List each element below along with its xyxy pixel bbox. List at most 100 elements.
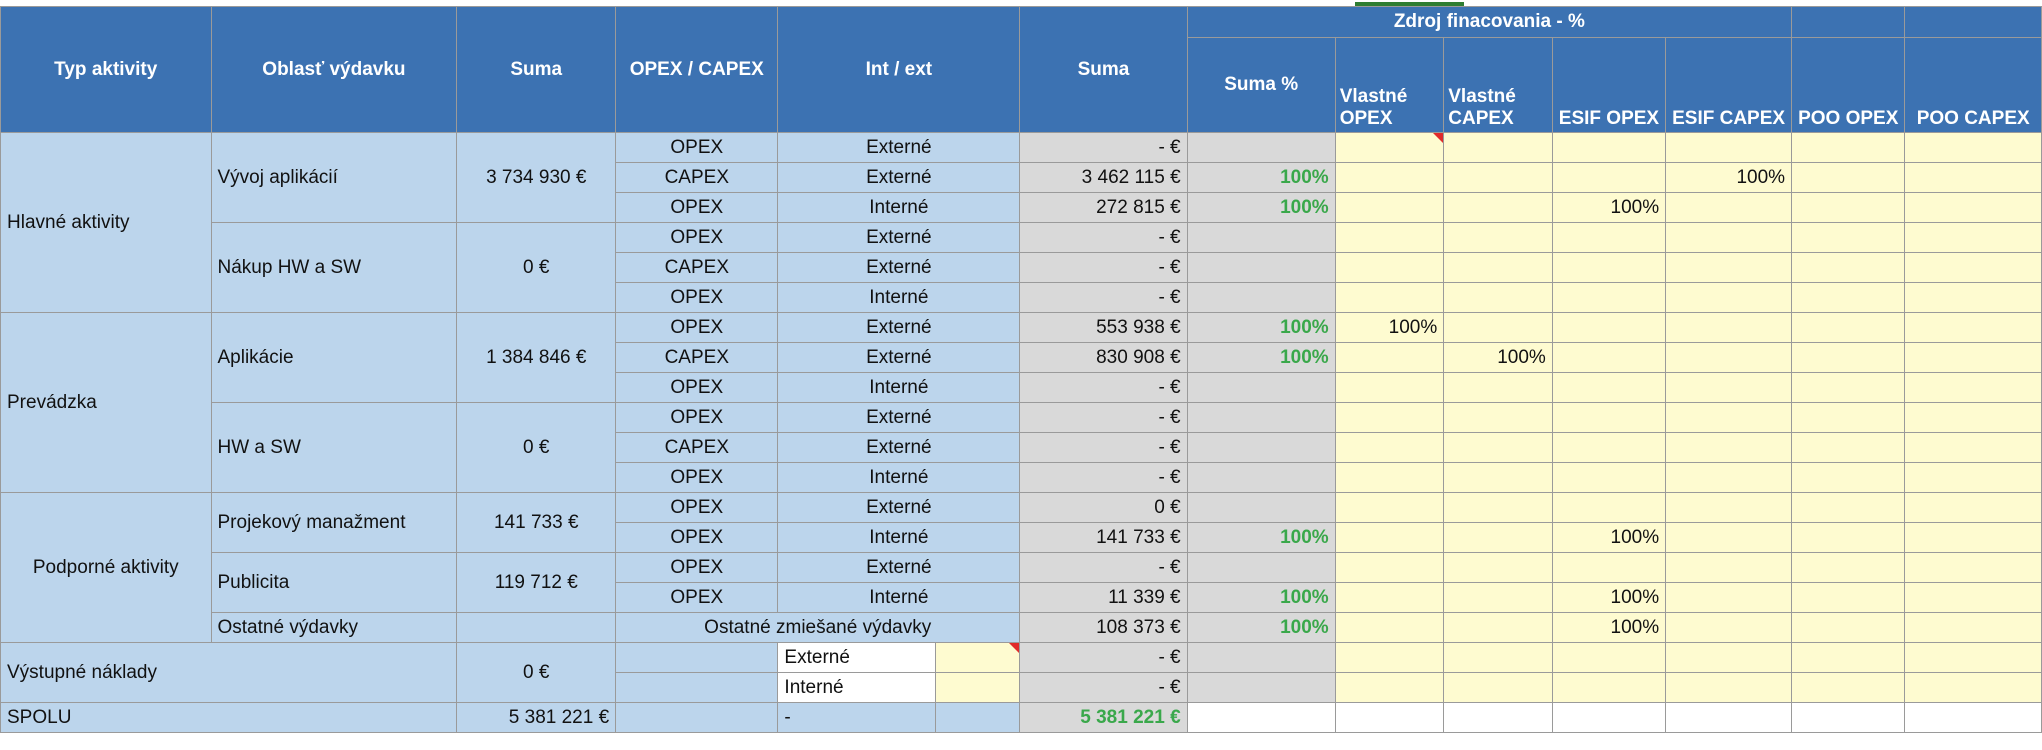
cell-int-ext[interactable]: Externé xyxy=(777,222,1021,253)
cell-suma-pct[interactable] xyxy=(1186,642,1336,673)
cell-esif-capex[interactable] xyxy=(1665,612,1793,643)
cell-poo-opex[interactable] xyxy=(1791,372,1906,403)
area-nakup-suma[interactable]: 0 € xyxy=(456,222,617,313)
cell-vlastne-opex[interactable] xyxy=(1334,642,1445,673)
cell-suma[interactable]: 553 938 € xyxy=(1019,312,1188,343)
cell-suma[interactable]: - € xyxy=(1019,402,1188,433)
cell-esif-opex[interactable] xyxy=(1551,372,1667,403)
cell-poo-opex[interactable] xyxy=(1791,342,1906,373)
cell-suma-pct[interactable] xyxy=(1186,552,1336,583)
cell-int-ext[interactable]: Externé xyxy=(777,552,1021,583)
cell-suma[interactable]: 141 733 € xyxy=(1019,522,1188,553)
cell-esif-capex[interactable] xyxy=(1665,342,1793,373)
cell-poo-capex[interactable] xyxy=(1904,672,2042,703)
cell-vlastne-opex[interactable] xyxy=(1334,372,1445,403)
cell-int-ext[interactable]: Externé xyxy=(777,252,1021,283)
cell-suma-pct[interactable] xyxy=(1186,402,1336,433)
header-suma-pct[interactable]: Suma % xyxy=(1186,37,1336,133)
cell-suma-pct[interactable]: 100% xyxy=(1186,192,1336,223)
cell-poo-opex[interactable] xyxy=(1791,492,1906,523)
cell-vlastne-capex[interactable] xyxy=(1443,282,1553,313)
cell-vlastne-opex[interactable] xyxy=(1334,192,1445,223)
cell-poo-opex[interactable] xyxy=(1791,192,1906,223)
cell-vlastne-opex[interactable] xyxy=(1334,612,1445,643)
cell-esif-capex[interactable] xyxy=(1665,132,1793,163)
cell-suma-pct[interactable]: 100% xyxy=(1186,342,1336,373)
cell-poo-capex[interactable] xyxy=(1904,312,2042,343)
header-vlastne-opex[interactable]: Vlastné OPEX xyxy=(1334,37,1445,133)
cell-vlastne-capex[interactable] xyxy=(1443,252,1553,283)
area-publicita[interactable]: Publicita xyxy=(210,552,458,613)
cell-vlastne-opex[interactable] xyxy=(1334,252,1445,283)
cell-opex-capex[interactable] xyxy=(615,672,779,703)
group-hlavne-aktivity[interactable]: Hlavné aktivity xyxy=(0,132,212,313)
header-suma[interactable]: Suma xyxy=(456,6,617,133)
cell-int-ext[interactable]: Interné xyxy=(777,672,936,703)
cell-vlastne-capex[interactable] xyxy=(1443,672,1553,703)
cell-suma[interactable]: 3 462 115 € xyxy=(1019,162,1188,193)
cell-esif-capex[interactable] xyxy=(1665,222,1793,253)
header-esif-capex[interactable]: ESIF CAPEX xyxy=(1665,37,1793,133)
cell-poo-capex[interactable] xyxy=(1904,222,2042,253)
cell-poo-opex[interactable] xyxy=(1791,162,1906,193)
cell-esif-opex[interactable] xyxy=(1551,462,1667,493)
cell-vlastne-opex[interactable] xyxy=(1334,672,1445,703)
cell-esif-capex[interactable] xyxy=(1665,462,1793,493)
cell-int-ext[interactable]: Externé xyxy=(777,642,936,673)
cell-vlastne-capex[interactable] xyxy=(1443,582,1553,613)
cell-vlastne-capex[interactable] xyxy=(1443,432,1553,463)
area-projektovy-manazment[interactable]: Projekový manažment xyxy=(210,492,458,553)
cell-vlastne-opex[interactable] xyxy=(1334,342,1445,373)
cell-poo-capex[interactable] xyxy=(1904,402,2042,433)
cell-opex-capex[interactable]: OPEX xyxy=(615,522,779,553)
cell-int-ext[interactable]: Interné xyxy=(777,582,1021,613)
area-ostatne-vydavky[interactable]: Ostatné výdavky xyxy=(210,612,458,643)
area-ostatne-suma[interactable] xyxy=(456,612,617,643)
cell-vlastne-opex[interactable] xyxy=(1334,282,1445,313)
cell-opex-capex[interactable]: OPEX xyxy=(615,582,779,613)
cell-esif-capex[interactable] xyxy=(1665,372,1793,403)
cell-poo-opex[interactable] xyxy=(1791,432,1906,463)
cell-suma-pct[interactable] xyxy=(1186,252,1336,283)
cell-int-ext-extra[interactable] xyxy=(934,642,1021,673)
spolu-poo-capex[interactable] xyxy=(1904,702,2042,733)
cell-suma-pct[interactable] xyxy=(1186,462,1336,493)
cell-vlastne-opex[interactable] xyxy=(1334,402,1445,433)
cell-int-ext[interactable]: Externé xyxy=(777,342,1021,373)
cell-suma[interactable]: 0 € xyxy=(1019,492,1188,523)
cell-opex-capex[interactable]: OPEX xyxy=(615,312,779,343)
header-zdroj-financovania[interactable]: Zdroj finacovania - % xyxy=(1186,6,1793,38)
header-poo-capex[interactable]: POO CAPEX xyxy=(1904,37,2042,133)
cell-int-ext[interactable]: Interné xyxy=(777,372,1021,403)
cell-vlastne-opex[interactable] xyxy=(1334,432,1445,463)
cell-poo-capex[interactable] xyxy=(1904,462,2042,493)
cell-vlastne-opex[interactable]: 100% xyxy=(1334,312,1445,343)
cell-opex-capex[interactable]: OPEX xyxy=(615,552,779,583)
cell-esif-capex[interactable] xyxy=(1665,192,1793,223)
cell-vlastne-capex[interactable] xyxy=(1443,522,1553,553)
spolu-int-ext-extra[interactable] xyxy=(934,702,1021,733)
group-podporne-aktivity[interactable]: Podporné aktivity xyxy=(0,492,212,643)
cell-suma[interactable]: - € xyxy=(1019,432,1188,463)
cell-esif-capex[interactable] xyxy=(1665,432,1793,463)
cell-poo-opex[interactable] xyxy=(1791,552,1906,583)
cell-esif-opex[interactable] xyxy=(1551,342,1667,373)
cell-poo-opex[interactable] xyxy=(1791,582,1906,613)
spolu-suma-pct[interactable] xyxy=(1186,702,1336,733)
cell-suma[interactable]: - € xyxy=(1019,252,1188,283)
cell-esif-capex[interactable] xyxy=(1665,672,1793,703)
cell-suma-pct[interactable]: 100% xyxy=(1186,162,1336,193)
group-prevadzka[interactable]: Prevádzka xyxy=(0,312,212,493)
cell-suma-pct[interactable] xyxy=(1186,672,1336,703)
cell-poo-capex[interactable] xyxy=(1904,612,2042,643)
cell-vlastne-capex[interactable] xyxy=(1443,402,1553,433)
cell-opex-capex[interactable]: CAPEX xyxy=(615,432,779,463)
cell-suma-pct[interactable]: 100% xyxy=(1186,582,1336,613)
cell-poo-opex[interactable] xyxy=(1791,312,1906,343)
spolu-int-ext[interactable]: - xyxy=(777,702,936,733)
header-oblast-vydavku[interactable]: Oblasť výdavku xyxy=(210,6,458,133)
spolu-total[interactable]: 5 381 221 € xyxy=(1019,702,1188,733)
cell-esif-capex[interactable]: 100% xyxy=(1665,162,1793,193)
cell-esif-opex[interactable] xyxy=(1551,282,1667,313)
cell-int-ext[interactable]: Interné xyxy=(777,522,1021,553)
